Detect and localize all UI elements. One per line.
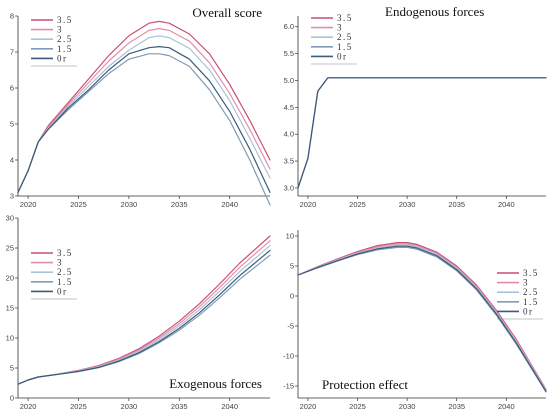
legend: 3.532.51.50r bbox=[31, 248, 77, 300]
x-tick-label: 2040 bbox=[221, 402, 238, 411]
x-tick-label: 2020 bbox=[20, 402, 37, 411]
x-tick-label: 2035 bbox=[171, 402, 188, 411]
y-tick-label: 30 bbox=[6, 214, 14, 223]
legend-label: 2.5 bbox=[337, 32, 353, 42]
legend-label: 1.5 bbox=[523, 297, 539, 307]
y-tick-label: 0 bbox=[290, 292, 294, 301]
x-tick-label: 2035 bbox=[448, 402, 465, 411]
legend-label: 3 bbox=[57, 258, 63, 268]
y-tick-label: 6.0 bbox=[284, 22, 294, 31]
x-tick-label: 2025 bbox=[349, 200, 366, 209]
x-tick-label: 2025 bbox=[70, 402, 87, 411]
legend-label: 0r bbox=[523, 306, 534, 316]
legend-label: 2.5 bbox=[57, 34, 73, 44]
series-line-3 bbox=[297, 243, 547, 391]
y-tick-label: 20 bbox=[6, 274, 14, 283]
y-tick-label: 5 bbox=[10, 120, 14, 129]
legend-label: 1.5 bbox=[57, 277, 73, 287]
y-tick-label: 6 bbox=[10, 84, 14, 93]
legend-label: 3.5 bbox=[337, 13, 353, 23]
legend-label: 0r bbox=[57, 53, 68, 63]
y-tick-label: -15 bbox=[283, 382, 294, 391]
y-tick-label: -5 bbox=[287, 322, 294, 331]
chart-panel-1: 2020 2025 2030 2035 2040 3 4 5 6 7 8 Overall score 3… bbox=[10, 5, 271, 209]
x-tick-label: 2030 bbox=[399, 402, 416, 411]
legend-label: 3.5 bbox=[57, 15, 73, 25]
legend-label: 3.5 bbox=[57, 248, 73, 258]
y-tick-label: 7 bbox=[10, 48, 14, 57]
series-line-0r bbox=[297, 245, 547, 392]
y-tick-label: 5.0 bbox=[284, 76, 294, 85]
x-tick-label: 2040 bbox=[498, 402, 515, 411]
legend-label: 3 bbox=[57, 25, 63, 35]
legend: 3.532.51.50r bbox=[497, 268, 543, 320]
series-line-3-5 bbox=[297, 242, 547, 391]
y-tick-label: 0 bbox=[10, 394, 14, 403]
y-tick-label: 5 bbox=[10, 364, 14, 373]
x-tick-label: 2020 bbox=[300, 200, 317, 209]
legend-label: 3.5 bbox=[523, 268, 539, 278]
y-tick-label: 4 bbox=[10, 156, 14, 165]
x-tick-label: 2035 bbox=[171, 200, 188, 209]
x-tick-label: 2035 bbox=[448, 200, 465, 209]
x-tick-label: 2020 bbox=[300, 402, 317, 411]
series-line-0r bbox=[297, 77, 547, 189]
x-tick-label: 2030 bbox=[121, 200, 138, 209]
x-tick-label: 2030 bbox=[399, 200, 416, 209]
y-tick-label: 15 bbox=[6, 304, 14, 313]
series-line-0r bbox=[17, 249, 271, 385]
panel-title: Overall score bbox=[192, 5, 262, 20]
legend-label: 0r bbox=[337, 51, 348, 61]
legend: 3.532.51.50r bbox=[31, 15, 77, 67]
series-line-0r bbox=[17, 45, 271, 193]
legend-label: 1.5 bbox=[337, 42, 353, 52]
chart-panel-4: 2020 2025 2030 2035 2040 -15 -10 -5 0 5 10 Protecti… bbox=[283, 230, 547, 411]
panel-title: Exogenous forces bbox=[169, 376, 262, 391]
chart-panel-2: 2020 2025 2030 2035 2040 3.0 3.5 4.0 4.5 5.0 5.5 6.… bbox=[284, 4, 547, 209]
y-tick-label: 10 bbox=[286, 232, 294, 241]
legend: 3.532.51.50r bbox=[311, 13, 357, 65]
y-tick-label: 3.5 bbox=[284, 157, 294, 166]
x-tick-label: 2025 bbox=[349, 402, 366, 411]
legend-label: 2.5 bbox=[57, 267, 73, 277]
y-tick-label: 25 bbox=[6, 244, 14, 253]
chart-panel-3: 2020 2025 2030 2035 2040051015202530Exogenou… bbox=[6, 214, 271, 411]
y-tick-label: 10 bbox=[6, 334, 14, 343]
legend-label: 3 bbox=[337, 23, 343, 33]
legend-label: 1.5 bbox=[57, 44, 73, 54]
legend-label: 3 bbox=[523, 278, 529, 288]
y-tick-label: 5.5 bbox=[284, 49, 294, 58]
y-tick-label: 3.0 bbox=[284, 183, 294, 192]
x-tick-label: 2040 bbox=[498, 200, 515, 209]
x-tick-label: 2030 bbox=[121, 402, 138, 411]
x-tick-label: 2040 bbox=[221, 200, 238, 209]
x-tick-label: 2020 bbox=[20, 200, 37, 209]
y-tick-label: 8 bbox=[10, 12, 14, 21]
y-tick-label: 3 bbox=[10, 192, 14, 201]
y-tick-label: -10 bbox=[283, 352, 294, 361]
legend-label: 0r bbox=[57, 286, 68, 296]
legend-label: 2.5 bbox=[523, 287, 539, 297]
panel-title: Protection effect bbox=[322, 377, 408, 392]
x-tick-label: 2025 bbox=[70, 200, 87, 209]
y-tick-label: 5 bbox=[290, 262, 294, 271]
y-tick-label: 4.5 bbox=[284, 103, 294, 112]
panel-title: Endogenous forces bbox=[385, 4, 484, 19]
y-tick-label: 4.0 bbox=[284, 130, 294, 139]
